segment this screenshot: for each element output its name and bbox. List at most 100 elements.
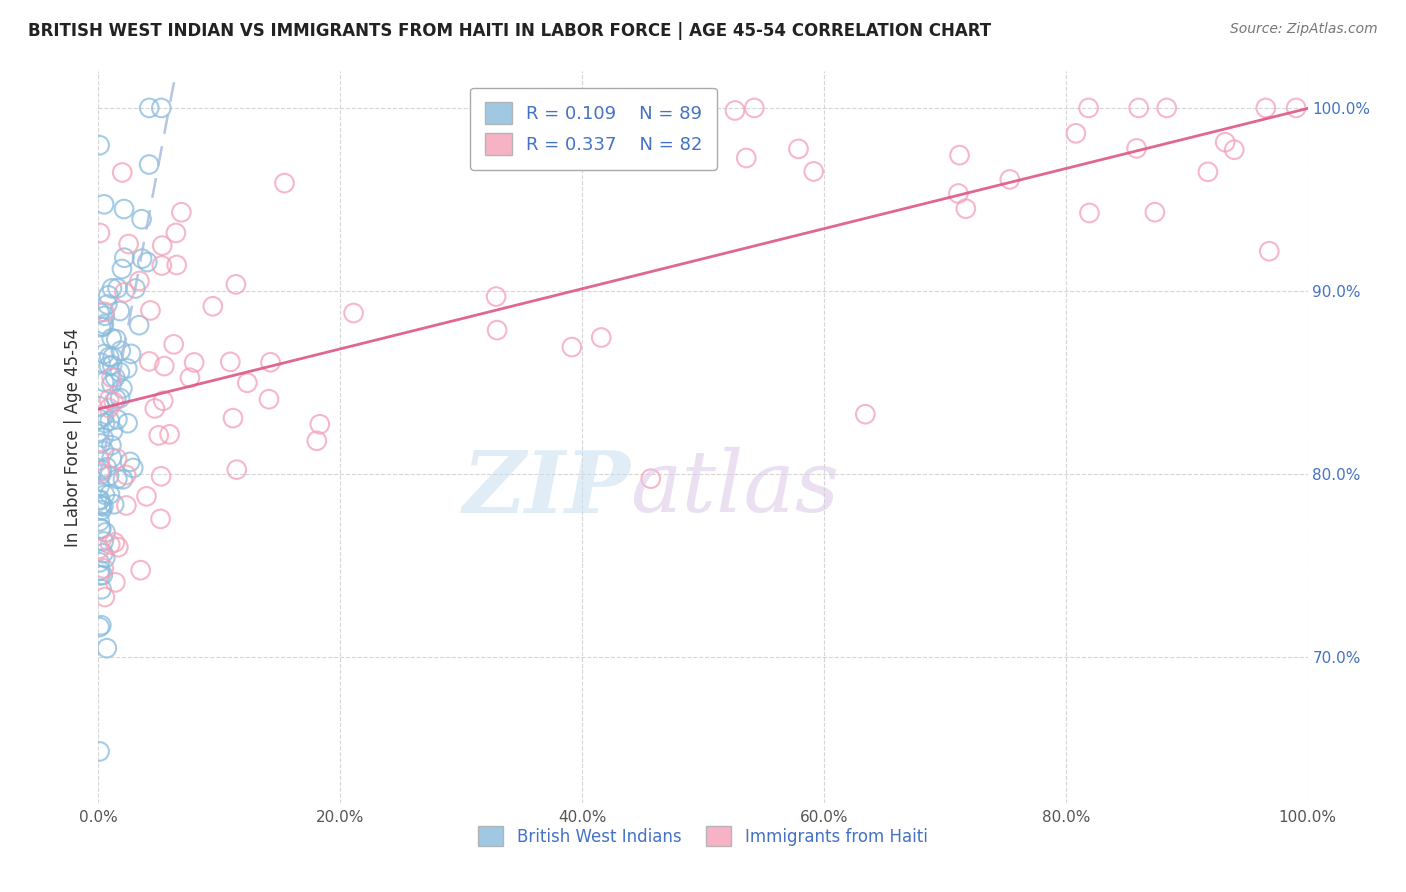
Point — [89, 493, 111, 508]
Point — [111, 262, 134, 277]
Point — [948, 148, 970, 162]
Point — [90, 522, 112, 536]
Point — [1078, 206, 1101, 220]
Point — [853, 407, 876, 421]
Point — [90, 467, 112, 482]
Point — [257, 392, 280, 407]
Point — [1143, 205, 1166, 219]
Point — [259, 355, 281, 369]
Point — [101, 358, 124, 372]
Point — [110, 343, 132, 358]
Point — [138, 157, 160, 171]
Point — [100, 438, 122, 452]
Point — [101, 424, 124, 438]
Point — [128, 318, 150, 333]
Point — [89, 541, 111, 556]
Point — [107, 281, 129, 295]
Point — [91, 319, 114, 334]
Point — [742, 101, 765, 115]
Point — [219, 355, 242, 369]
Point — [998, 172, 1021, 186]
Point — [96, 460, 118, 475]
Point — [93, 409, 115, 424]
Point — [94, 551, 117, 566]
Point — [170, 205, 193, 219]
Point — [342, 306, 364, 320]
Point — [89, 492, 111, 507]
Point — [93, 197, 115, 211]
Point — [93, 561, 115, 575]
Point — [166, 258, 188, 272]
Point — [225, 277, 247, 292]
Point — [1223, 143, 1246, 157]
Point — [98, 392, 121, 407]
Point — [98, 487, 121, 501]
Point — [94, 488, 117, 502]
Point — [120, 347, 142, 361]
Point — [90, 522, 112, 536]
Point — [136, 255, 159, 269]
Point — [112, 251, 135, 265]
Point — [100, 450, 122, 465]
Legend: British West Indians, Immigrants from Haiti: British West Indians, Immigrants from Ha… — [472, 820, 934, 853]
Point — [89, 620, 111, 634]
Point — [1197, 165, 1219, 179]
Point — [101, 281, 124, 295]
Point — [89, 306, 111, 320]
Point — [98, 414, 121, 428]
Point — [90, 582, 112, 597]
Point — [90, 320, 112, 334]
Point — [108, 304, 131, 318]
Point — [89, 555, 111, 569]
Point — [89, 465, 111, 479]
Point — [98, 537, 121, 551]
Point — [138, 101, 160, 115]
Point — [163, 337, 186, 351]
Point — [91, 568, 114, 582]
Point — [1128, 101, 1150, 115]
Point — [89, 226, 111, 240]
Point — [179, 370, 201, 384]
Point — [561, 340, 583, 354]
Point — [98, 401, 121, 415]
Point — [96, 297, 118, 311]
Point — [89, 479, 111, 493]
Point — [94, 525, 117, 540]
Point — [111, 381, 134, 395]
Point — [1064, 126, 1087, 140]
Point — [98, 469, 121, 483]
Point — [93, 500, 115, 514]
Point — [117, 237, 139, 252]
Point — [90, 618, 112, 632]
Text: atlas: atlas — [630, 447, 839, 530]
Point — [104, 370, 127, 384]
Point — [112, 202, 135, 216]
Text: BRITISH WEST INDIAN VS IMMIGRANTS FROM HAITI IN LABOR FORCE | AGE 45-54 CORRELAT: BRITISH WEST INDIAN VS IMMIGRANTS FROM H… — [28, 22, 991, 40]
Point — [948, 186, 970, 201]
Y-axis label: In Labor Force | Age 45-54: In Labor Force | Age 45-54 — [65, 327, 83, 547]
Point — [112, 285, 135, 300]
Point — [955, 202, 977, 216]
Point — [150, 469, 173, 483]
Point — [1077, 101, 1099, 115]
Point — [724, 103, 747, 118]
Point — [124, 281, 146, 295]
Point — [305, 434, 328, 448]
Point — [1125, 141, 1147, 155]
Point — [308, 417, 330, 432]
Point — [111, 472, 134, 486]
Point — [131, 212, 153, 227]
Point — [90, 436, 112, 450]
Point — [90, 503, 112, 517]
Point — [94, 416, 117, 430]
Point — [100, 331, 122, 345]
Point — [153, 359, 176, 373]
Point — [1156, 101, 1178, 115]
Point — [115, 499, 138, 513]
Point — [138, 354, 160, 368]
Point — [148, 428, 170, 442]
Point — [108, 365, 131, 379]
Point — [89, 453, 111, 467]
Point — [1254, 101, 1277, 115]
Point — [222, 411, 245, 425]
